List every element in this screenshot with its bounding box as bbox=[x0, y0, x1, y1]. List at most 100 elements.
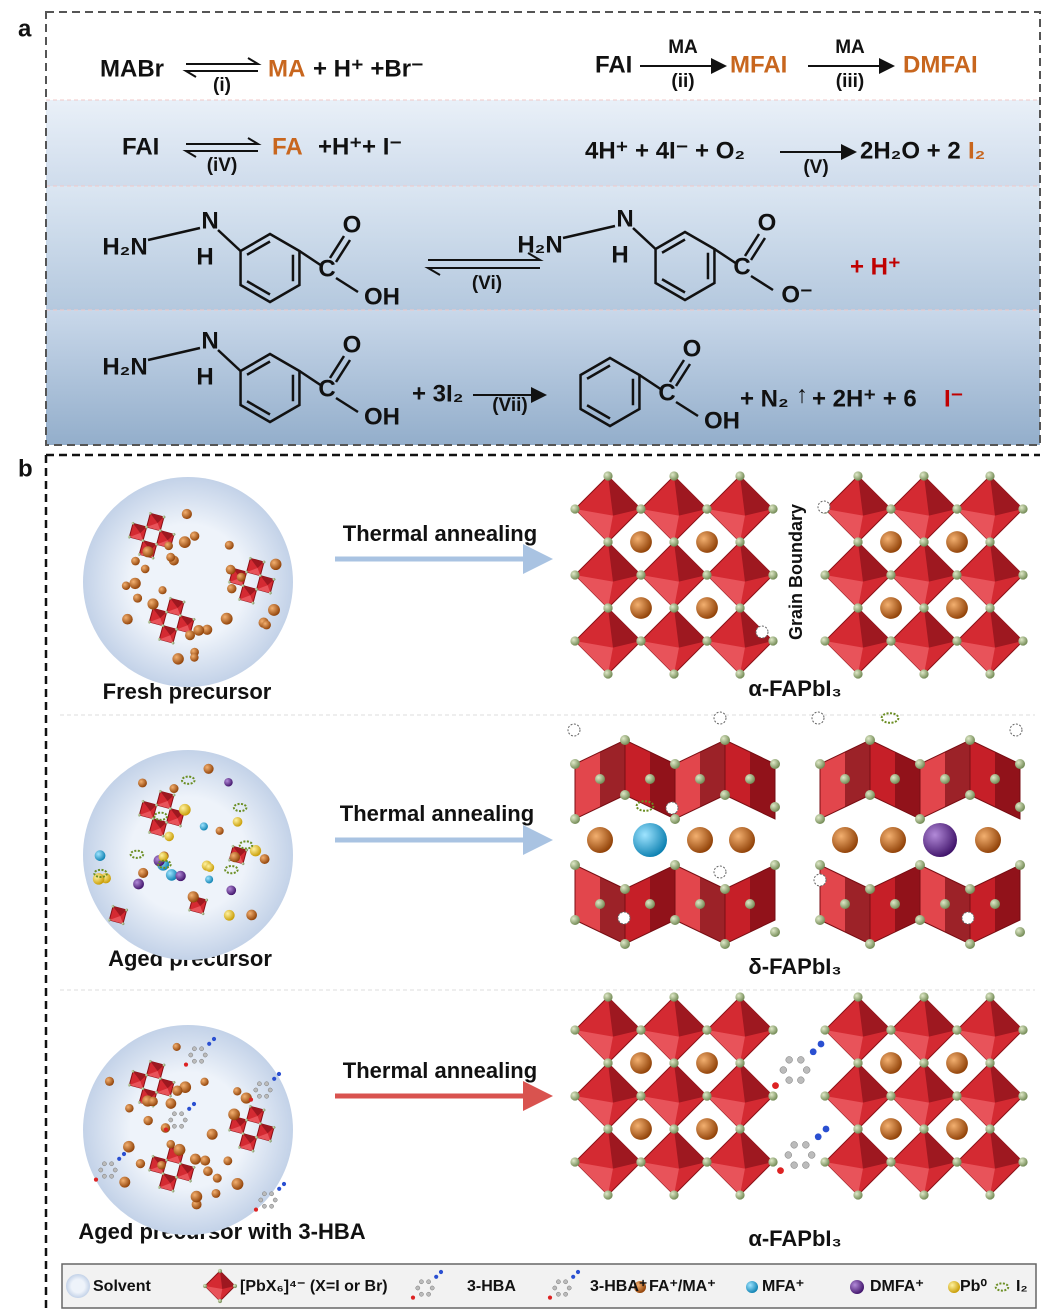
sphere bbox=[919, 603, 929, 613]
sphere bbox=[123, 1140, 135, 1153]
octahedron-face bbox=[891, 1030, 929, 1063]
octahedron-face bbox=[924, 476, 957, 516]
octahedron-face bbox=[243, 1133, 257, 1144]
octahedron-face bbox=[858, 1063, 891, 1103]
vacancy bbox=[713, 711, 727, 725]
atom-label: C bbox=[318, 375, 335, 402]
octahedron-face bbox=[825, 509, 863, 542]
iodine bbox=[180, 775, 196, 785]
step-label: (i) bbox=[213, 75, 231, 96]
sphere bbox=[164, 541, 173, 551]
octahedron-face bbox=[707, 1096, 745, 1129]
bond bbox=[334, 239, 352, 263]
octahedron-face bbox=[707, 509, 745, 542]
double-bond bbox=[246, 240, 271, 256]
sphere bbox=[735, 1124, 745, 1134]
sphere bbox=[832, 827, 858, 853]
atom bbox=[808, 1151, 816, 1159]
sphere bbox=[770, 802, 780, 812]
bond bbox=[328, 355, 346, 379]
octahedron-face bbox=[180, 1163, 194, 1174]
sphere bbox=[687, 827, 713, 853]
octahedron-face bbox=[153, 1156, 167, 1166]
sphere bbox=[202, 1283, 208, 1289]
octahedron-face bbox=[707, 641, 745, 674]
vacancy bbox=[567, 723, 581, 737]
octahedron-face bbox=[957, 575, 995, 608]
atom bbox=[438, 1269, 444, 1275]
bond bbox=[298, 369, 323, 388]
iodine bbox=[129, 849, 145, 859]
sphere bbox=[181, 508, 192, 520]
octahedron-face bbox=[995, 865, 1020, 932]
sphere bbox=[1018, 1025, 1028, 1035]
sphere bbox=[248, 556, 252, 560]
octahedron-face bbox=[674, 997, 707, 1037]
atom bbox=[187, 1106, 192, 1111]
sphere bbox=[670, 915, 680, 925]
sphere bbox=[669, 603, 679, 613]
sphere bbox=[919, 471, 929, 481]
sphere bbox=[268, 591, 272, 595]
atom bbox=[426, 1291, 431, 1297]
sphere bbox=[157, 1160, 166, 1170]
sphere bbox=[187, 908, 191, 912]
sphere bbox=[227, 580, 231, 584]
phase-label: α-FAPbI₃ bbox=[748, 676, 841, 701]
octahedron-face bbox=[133, 523, 147, 533]
sphere bbox=[119, 1176, 131, 1188]
sphere bbox=[172, 1085, 183, 1096]
sphere bbox=[169, 783, 179, 794]
sphere bbox=[915, 860, 925, 870]
sphere bbox=[137, 1100, 141, 1104]
lattice bbox=[820, 992, 1028, 1200]
octahedron-face bbox=[575, 575, 613, 608]
octahedron-face bbox=[153, 608, 167, 618]
sphere bbox=[985, 669, 995, 679]
sphere bbox=[853, 603, 863, 613]
octahedron-face bbox=[608, 997, 641, 1037]
sphere bbox=[1015, 802, 1025, 812]
sphere bbox=[865, 735, 875, 745]
sphere bbox=[865, 939, 875, 949]
sphere bbox=[248, 1104, 252, 1108]
sphere bbox=[853, 669, 863, 679]
sphere bbox=[919, 537, 929, 547]
atom bbox=[102, 1161, 107, 1167]
atom bbox=[276, 1071, 282, 1077]
octahedron-face bbox=[129, 532, 143, 541]
legend-swatch bbox=[202, 1268, 238, 1304]
octahedron-face bbox=[153, 818, 167, 829]
sphere bbox=[240, 1092, 252, 1104]
products: + 2H⁺ + 6 bbox=[812, 385, 917, 412]
atom bbox=[556, 1291, 561, 1297]
double-bond bbox=[661, 238, 686, 254]
sphere bbox=[155, 542, 159, 546]
octahedron-face bbox=[990, 476, 1023, 516]
sphere bbox=[702, 570, 712, 580]
sphere bbox=[202, 624, 213, 635]
vacancy bbox=[755, 625, 769, 639]
sphere bbox=[121, 581, 131, 590]
atom bbox=[179, 1123, 184, 1129]
sphere bbox=[1018, 1157, 1028, 1167]
sphere bbox=[157, 637, 161, 641]
legend-swatch bbox=[66, 1274, 90, 1298]
atom bbox=[269, 1191, 274, 1197]
sphere bbox=[630, 531, 652, 553]
sphere bbox=[147, 1168, 151, 1172]
sphere bbox=[636, 504, 646, 514]
sphere bbox=[237, 597, 241, 601]
sphere bbox=[669, 1058, 679, 1068]
octahedron-face bbox=[674, 476, 707, 516]
sphere bbox=[603, 992, 613, 1002]
double-bond bbox=[246, 280, 271, 296]
octahedron-face bbox=[189, 905, 203, 914]
octahedron-face bbox=[150, 1061, 164, 1071]
sphere bbox=[165, 820, 169, 824]
vacancy bbox=[811, 711, 825, 725]
octahedron-face bbox=[156, 1088, 171, 1096]
octahedron-face bbox=[740, 997, 773, 1037]
sphere bbox=[669, 471, 679, 481]
octahedron-face bbox=[825, 1030, 863, 1063]
